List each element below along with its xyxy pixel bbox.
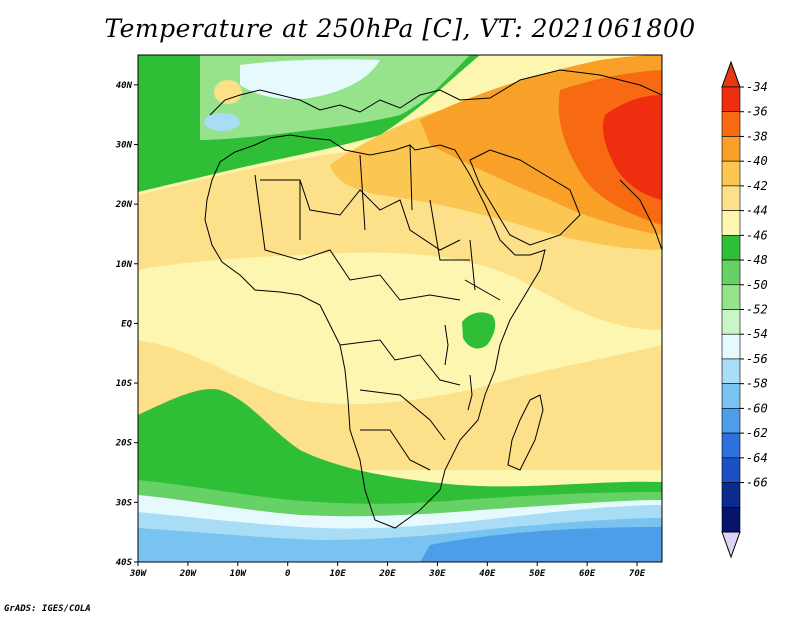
- india-coastline: [619, 179, 662, 251]
- x-tick-label: 40E: [479, 569, 496, 579]
- colorbar-label: -34: [746, 80, 768, 94]
- colorbar-segment: [721, 136, 741, 162]
- temperature-field: [138, 55, 662, 562]
- colorbar-label: -64: [746, 451, 768, 465]
- field-light-orange-spot: [214, 80, 242, 104]
- colorbar-segment: [721, 185, 741, 211]
- colorbar-label: -52: [746, 303, 768, 317]
- colorbar-label: -38: [746, 129, 768, 143]
- border-3: [299, 144, 413, 240]
- x-tick-label: 60E: [579, 569, 596, 579]
- y-tick-label: 30S: [115, 498, 133, 508]
- colorbar-segment: [721, 383, 741, 409]
- temperature-map: 30W 20W 10W 0 10E 20E 30E 40E 50E 60E 70E 40S 30S 20S…: [115, 54, 768, 579]
- colorbar-label: -58: [746, 377, 768, 391]
- lakes: [444, 324, 473, 411]
- colorbar-segment: [721, 259, 741, 286]
- x-tick-label: 0: [285, 569, 291, 579]
- colorbar-label: -60: [746, 401, 768, 415]
- europe-coastline: [209, 69, 662, 116]
- colorbar-segment: [721, 284, 741, 310]
- colorbar-segment: [721, 111, 741, 137]
- colorbar-label: -46: [746, 228, 768, 242]
- colorbar-segment: [721, 457, 741, 483]
- field-pale-spot: [204, 113, 240, 131]
- border-4: [339, 339, 461, 471]
- y-tick-label: 40S: [116, 558, 133, 568]
- map-title: Temperature at 250hPa [C], VT: 202106180…: [104, 14, 696, 43]
- colorbar-segment: [721, 235, 741, 261]
- field-cream-central: [240, 281, 560, 386]
- colorbar-label: -42: [746, 179, 768, 193]
- colorbar-top-arrow: [721, 60, 741, 88]
- y-tick-label: 20S: [115, 439, 133, 449]
- colorbar-segment: [721, 160, 741, 187]
- grads-credit: GrADS: IGES/COLA: [4, 604, 91, 614]
- plot-frame: [137, 54, 663, 563]
- colorbar-segment: [721, 86, 741, 113]
- field-red: [602, 95, 662, 200]
- colorbar-segment: [721, 506, 741, 533]
- colorbar-segment: [721, 432, 741, 459]
- y-tick-label: 20N: [115, 200, 133, 210]
- x-tick-label: 50E: [529, 569, 546, 579]
- x-tick-label: 20E: [378, 569, 396, 579]
- y-tick-label: 10N: [116, 260, 133, 270]
- colorbar-bottom-arrow: [721, 531, 741, 559]
- x-tick-label: 10E: [329, 569, 346, 579]
- x-tick-label: 30E: [428, 569, 446, 579]
- x-tick-label: 20W: [179, 569, 198, 579]
- madagascar-coastline: [507, 394, 544, 471]
- colorbar-segment: [721, 408, 741, 434]
- coastlines: [204, 69, 662, 529]
- x-tick-label: 30W: [129, 569, 148, 579]
- field-green-east-africa: [462, 312, 496, 349]
- y-tick-label: EQ: [121, 319, 132, 329]
- colorbar-label: -36: [746, 105, 768, 119]
- colorbar-label: -50: [746, 278, 768, 292]
- colorbar-label: -56: [746, 352, 768, 366]
- border-5: [429, 199, 501, 301]
- colorbar-label: -66: [746, 476, 768, 490]
- x-tick-label: 10W: [230, 569, 248, 579]
- field-pale-north: [240, 59, 380, 100]
- colorbar-segment: [721, 333, 741, 360]
- africa-coastline: [204, 134, 546, 529]
- y-tick-label: 10S: [116, 379, 133, 389]
- colorbar-segment: [721, 210, 741, 236]
- y-tick-label: 40N: [116, 81, 133, 91]
- y-tick-label: 30N: [115, 140, 133, 150]
- colorbar-label: -44: [746, 204, 768, 218]
- colorbar-segment: [721, 358, 741, 384]
- field-deep-blue-south: [420, 527, 662, 562]
- border-1: [260, 179, 461, 251]
- colorbar-label: -54: [746, 327, 768, 341]
- colorbar-segment: [721, 482, 741, 508]
- colorbar-label: -48: [746, 253, 768, 267]
- axis-ticks: 30W 20W 10W 0 10E 20E 30E 40E 50E 60E 70E 40S 30S 20S…: [115, 81, 646, 579]
- colorbar-segment: [721, 309, 741, 335]
- arabia-coastline: [469, 149, 581, 246]
- colorbar-label: -40: [746, 154, 768, 168]
- x-tick-label: 70E: [629, 569, 646, 579]
- colorbar-label: -62: [746, 426, 768, 440]
- border-2: [254, 174, 461, 301]
- colorbar: -34 -36 -38 -40 -42 -44 -46 -48 -50 -52 -54 -56 -58 -…: [721, 60, 768, 559]
